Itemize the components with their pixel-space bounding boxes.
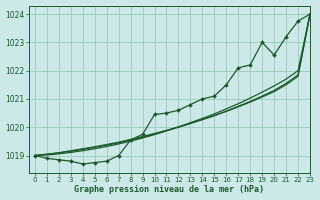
X-axis label: Graphe pression niveau de la mer (hPa): Graphe pression niveau de la mer (hPa) xyxy=(75,185,265,194)
